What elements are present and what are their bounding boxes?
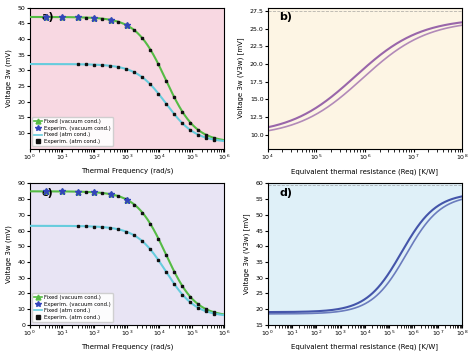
Text: d): d): [279, 188, 292, 198]
Legend: Fixed (vacuum cond.), Experim. (vacuum cond.), Fixed (atm cond.), Experim. (atm : Fixed (vacuum cond.), Experim. (vacuum c…: [32, 117, 113, 146]
Y-axis label: Voltage 3w (mV): Voltage 3w (mV): [6, 49, 12, 107]
Text: c): c): [41, 188, 53, 198]
Text: a): a): [41, 12, 54, 22]
Y-axis label: Voltage 3w (V3w) [mV]: Voltage 3w (V3w) [mV]: [237, 38, 244, 119]
Y-axis label: Voltage 3w (mV): Voltage 3w (mV): [6, 225, 12, 283]
X-axis label: Thermal Frequency (rad/s): Thermal Frequency (rad/s): [81, 168, 173, 174]
Text: b): b): [279, 12, 292, 22]
X-axis label: Equivalent thermal resistance (Req) [K/W]: Equivalent thermal resistance (Req) [K/W…: [292, 344, 438, 350]
Legend: Fixed (vacuum cond.), Experim. (vacuum cond.), Fixed (atm cond.), Experim. (atm : Fixed (vacuum cond.), Experim. (vacuum c…: [32, 293, 113, 322]
X-axis label: Thermal Frequency (rad/s): Thermal Frequency (rad/s): [81, 344, 173, 350]
Y-axis label: Voltage 3w (V3w) [mV]: Voltage 3w (V3w) [mV]: [243, 214, 250, 294]
X-axis label: Equivalent thermal resistance (Req) [K/W]: Equivalent thermal resistance (Req) [K/W…: [292, 168, 438, 174]
